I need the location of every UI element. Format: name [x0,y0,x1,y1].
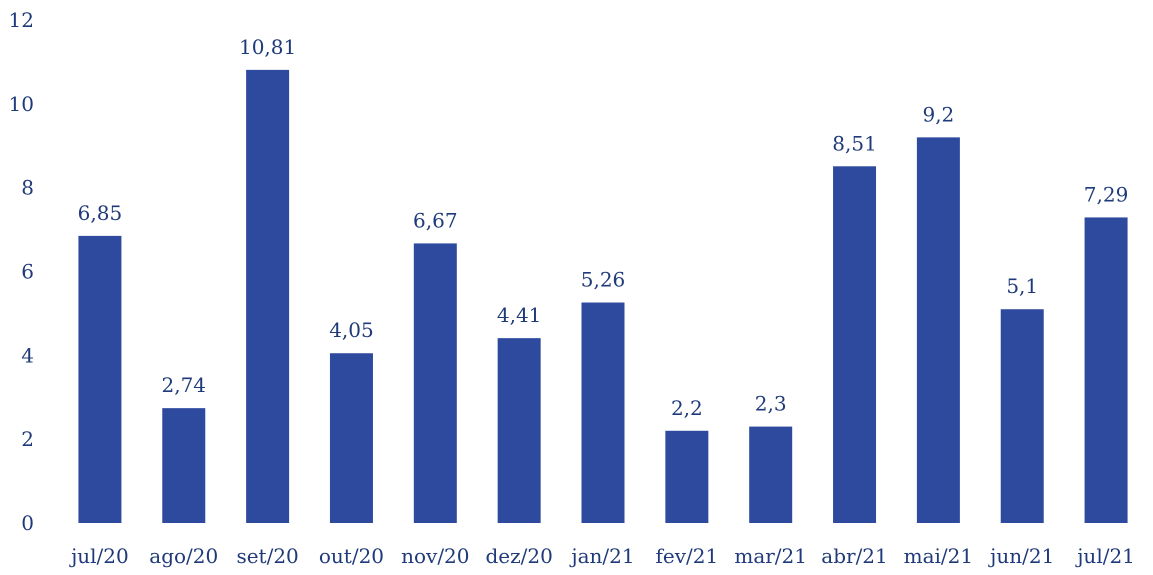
bar-series [78,69,1128,524]
data-label: 10,81 [239,35,296,59]
y-tick-label: 4 [21,343,34,367]
data-label: 2,74 [162,373,207,397]
x-tick-label: set/20 [236,544,298,568]
bar [665,430,709,523]
data-label: 6,67 [413,208,458,232]
x-tick-label: abr/21 [821,544,887,568]
bar [78,235,122,523]
x-tick-label: dez/20 [485,544,552,568]
data-label: 7,29 [1084,182,1129,206]
bar [246,69,290,524]
bar [749,426,793,523]
x-tick-label: fev/21 [655,544,718,568]
data-label: 4,41 [497,303,542,327]
x-tick-label: jul/21 [1075,544,1135,568]
x-axis: jul/20 ago/20 set/20 out/20 nov/20 dez/20 jan/… [69,544,1135,568]
y-tick-label: 6 [21,260,34,284]
data-label: 5,1 [1006,274,1038,298]
data-label: 6,85 [78,201,123,225]
bar [162,408,206,523]
bar [1084,217,1128,524]
y-axis: 0 2 4 6 8 10 12 [9,8,34,535]
bar [581,302,625,523]
x-tick-label: out/20 [319,544,384,568]
bar [329,353,373,523]
x-tick-label: jan/21 [569,544,634,568]
data-label: 9,2 [922,102,954,126]
bar [916,137,960,523]
y-tick-label: 10 [9,92,34,116]
x-tick-label: jun/21 [988,544,1054,568]
x-tick-label: jul/20 [69,544,129,568]
y-tick-label: 2 [21,427,34,451]
x-tick-label: ago/20 [149,544,218,568]
data-label: 8,51 [832,131,877,155]
bar [833,166,877,523]
x-tick-label: mar/21 [734,544,807,568]
bar [497,338,541,523]
data-label: 2,2 [671,396,703,420]
data-label: 2,3 [755,392,787,416]
value-labels: 6,85 2,74 10,81 4,05 6,67 4,41 5,26 2,2 2,3 8,51 9… [78,35,1129,420]
x-tick-label: nov/20 [401,544,469,568]
x-tick-label: mai/21 [904,544,973,568]
bar [1000,309,1044,523]
data-label: 5,26 [581,268,626,292]
y-tick-label: 12 [9,8,34,32]
data-label: 4,05 [329,318,374,342]
bar [413,243,457,523]
y-tick-label: 0 [21,511,34,535]
y-tick-label: 8 [21,176,34,200]
